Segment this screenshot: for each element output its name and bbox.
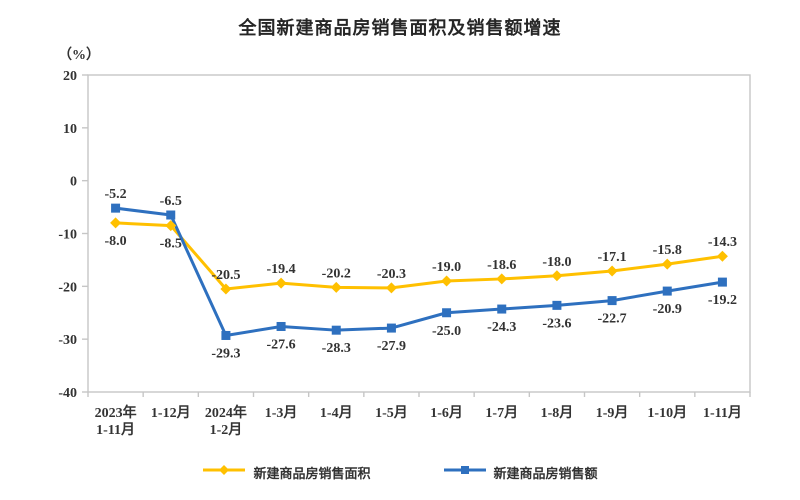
data-label: -5.2 — [104, 187, 126, 202]
data-label: -20.9 — [653, 302, 682, 317]
data-point-marker — [221, 330, 231, 340]
y-tick-label: 0 — [70, 175, 77, 190]
data-point-marker — [662, 286, 672, 296]
y-tick-label: -30 — [58, 333, 77, 348]
y-tick-label: 20 — [63, 69, 77, 84]
legend-marker-icon — [443, 465, 486, 474]
y-tick-label: -40 — [58, 386, 77, 401]
data-point-marker — [331, 325, 341, 335]
data-label: -19.0 — [432, 260, 461, 275]
x-axis-label: 2024年 1-2月 — [205, 404, 247, 438]
data-point-marker — [551, 270, 563, 282]
data-point-marker — [385, 282, 397, 294]
sales-area-line-swatch — [202, 463, 246, 482]
data-label: -8.0 — [104, 234, 126, 249]
data-label: -20.2 — [322, 266, 351, 281]
data-label: -19.4 — [266, 262, 295, 277]
data-point-marker — [442, 308, 452, 318]
data-point-marker — [606, 265, 618, 277]
data-label: -18.6 — [487, 258, 516, 273]
data-label: -27.6 — [266, 337, 295, 352]
x-axis-label: 1-4月 — [320, 405, 353, 421]
data-label: -20.5 — [211, 268, 240, 283]
y-tick-label: 10 — [63, 122, 77, 137]
x-axis-label: 1-8月 — [541, 405, 574, 421]
chart-title: 全国新建商品房销售面积及销售额增速 — [238, 18, 562, 39]
legend-label-sales-amount: 新建商品房销售额 — [493, 465, 598, 481]
legend-item-sales-area: 新建商品房销售面积 — [202, 463, 371, 482]
sales-amount-line-swatch — [443, 463, 487, 482]
x-axis-label: 1-5月 — [375, 405, 408, 421]
legend-item-sales-amount: 新建商品房销售额 — [443, 463, 598, 482]
x-axis-label: 1-3月 — [265, 405, 298, 421]
x-axis-label: 1-9月 — [596, 405, 629, 421]
data-point-marker — [552, 300, 562, 310]
data-point-marker — [716, 250, 728, 262]
data-point-marker — [276, 321, 286, 331]
x-axis-label: 1-6月 — [430, 405, 463, 421]
data-label: -17.1 — [597, 250, 626, 265]
data-label: -8.5 — [160, 237, 182, 252]
legend-marker-icon — [203, 464, 246, 475]
y-tick-label: -20 — [58, 280, 77, 295]
data-label: -25.0 — [432, 324, 461, 339]
data-label: -22.7 — [597, 312, 626, 327]
data-point-marker — [330, 281, 342, 293]
series-line-1 — [114, 206, 724, 337]
data-point-marker — [717, 277, 727, 287]
chart-legend: 新建商品房销售面积 新建商品房销售额 — [0, 460, 800, 484]
data-label: -24.3 — [487, 320, 516, 335]
data-label: -28.3 — [322, 341, 351, 356]
data-label: -29.3 — [211, 346, 240, 361]
data-point-marker — [275, 277, 287, 289]
series-line-0 — [114, 221, 724, 291]
data-label: -27.9 — [377, 339, 406, 354]
data-label: -19.2 — [708, 293, 737, 308]
data-point-marker — [607, 296, 617, 306]
data-point-marker — [497, 304, 507, 314]
x-axis-label: 1-11月 — [703, 405, 742, 421]
data-point-marker — [661, 258, 673, 270]
data-point-marker — [110, 217, 122, 229]
data-point-marker — [165, 220, 177, 232]
legend-label-sales-area: 新建商品房销售面积 — [253, 465, 371, 481]
data-label: -15.8 — [653, 243, 682, 258]
data-label: -6.5 — [160, 194, 182, 209]
data-label: -23.6 — [542, 316, 571, 331]
plot-border — [87, 74, 751, 393]
y-axis-unit-label: （%） — [58, 48, 100, 63]
data-point-marker — [220, 283, 232, 295]
data-point-marker — [386, 323, 396, 333]
data-label: -14.3 — [708, 235, 737, 250]
data-point-marker — [441, 275, 453, 287]
y-tick-label: -10 — [58, 228, 77, 243]
data-point-marker — [496, 273, 508, 285]
data-point-marker — [111, 203, 121, 213]
data-label: -20.3 — [377, 267, 406, 282]
x-axis-label: 2023年 1-11月 — [95, 404, 137, 438]
x-axis-label: 1-12月 — [151, 405, 191, 421]
data-label: -18.0 — [542, 255, 571, 270]
x-axis-label: 1-7月 — [485, 405, 518, 421]
data-point-marker — [166, 210, 176, 220]
x-axis-label: 1-10月 — [647, 405, 687, 421]
